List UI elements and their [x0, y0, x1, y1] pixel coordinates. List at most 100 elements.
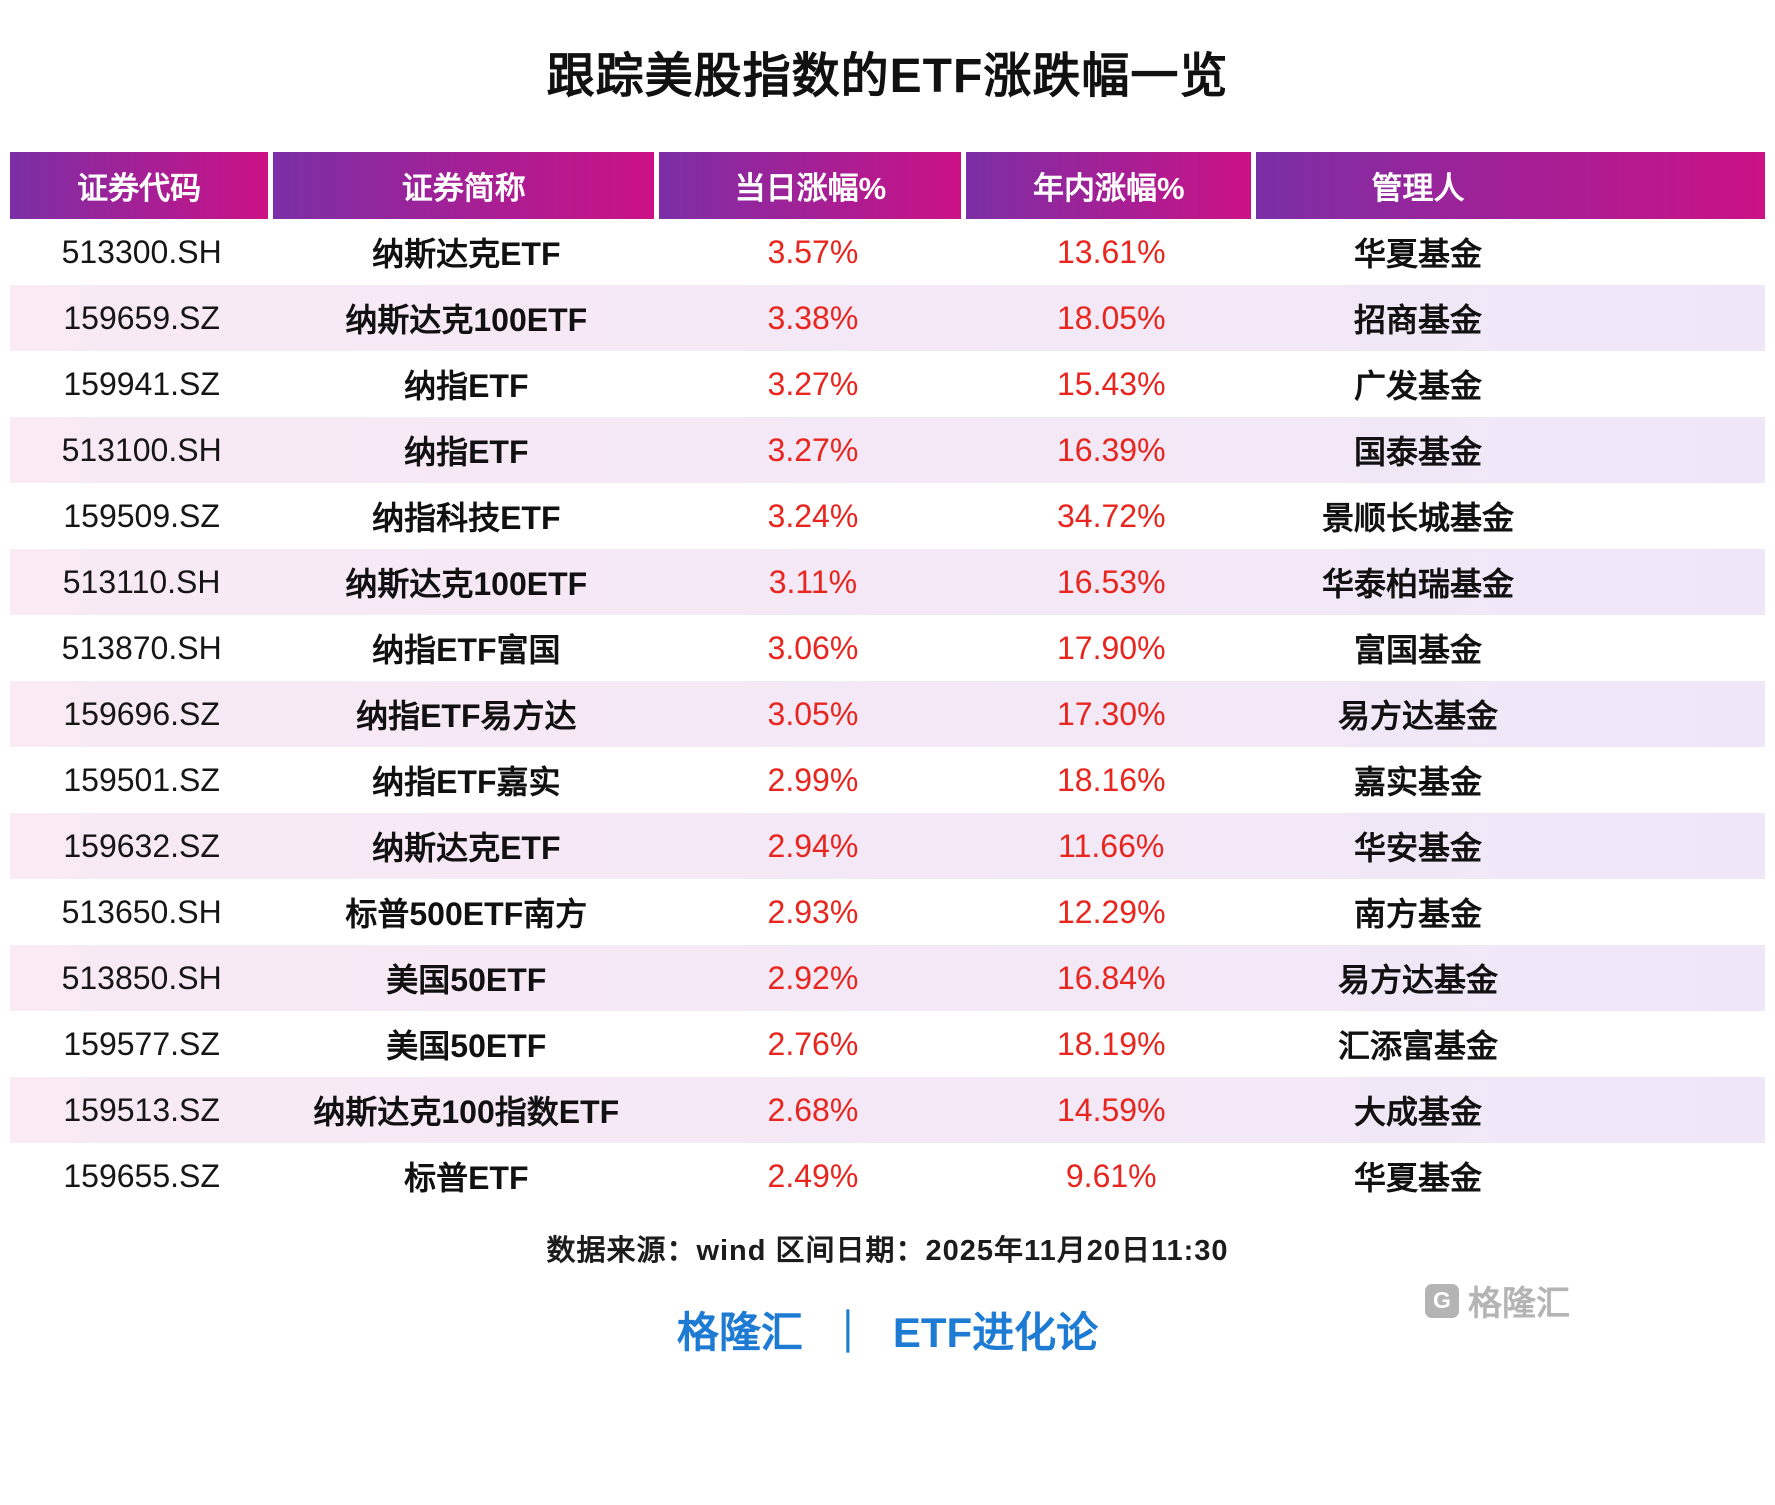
cell-manager: 易方达基金	[1337, 962, 1498, 998]
cell-manager: 华泰柏瑞基金	[1321, 566, 1514, 602]
cell-name: 纳指ETF嘉实	[372, 764, 561, 800]
cell-code: 513850.SH	[61, 959, 222, 996]
watermark: G 格隆汇	[1425, 1276, 1570, 1325]
table-row: 513870.SH 纳指ETF富国 3.06% 17.90% 富国基金	[10, 615, 1765, 681]
brand-name: 格隆汇	[676, 1309, 803, 1356]
cell-daily: 3.27%	[767, 431, 859, 468]
cell-ytd: 16.84%	[1056, 959, 1166, 996]
cell-daily: 2.93%	[767, 893, 859, 930]
etf-table: 证券代码 证券简称 当日涨幅% 年内涨幅% 管理人 513300.SH 纳斯达克E…	[10, 152, 1765, 1209]
watermark-logo-icon: G	[1425, 1283, 1459, 1318]
cell-daily: 2.94%	[767, 827, 859, 864]
watermark-text: 格隆汇	[1468, 1285, 1570, 1323]
cell-code: 513870.SH	[61, 629, 222, 666]
cell-ytd: 12.29%	[1056, 893, 1166, 930]
cell-name: 美国50ETF	[386, 1028, 547, 1064]
cell-ytd: 18.19%	[1056, 1025, 1166, 1062]
table-row: 159632.SZ 纳斯达克ETF 2.94% 11.66% 华安基金	[10, 813, 1765, 879]
cell-ytd: 16.39%	[1056, 431, 1166, 468]
cell-daily: 3.27%	[767, 365, 859, 402]
data-source-note: 数据来源：wind 区间日期：2025年11月20日11:30	[546, 1235, 1229, 1267]
cell-manager: 汇添富基金	[1337, 1028, 1498, 1064]
header-cell-name: 证券简称	[273, 152, 660, 219]
cell-daily: 2.68%	[767, 1091, 859, 1128]
cell-manager: 易方达基金	[1337, 698, 1498, 734]
brand-footer: 格隆汇 ｜ ETF进化论	[0, 1299, 1775, 1360]
table-row: 159577.SZ 美国50ETF 2.76% 18.19% 汇添富基金	[10, 1011, 1765, 1077]
table-row: 513850.SH 美国50ETF 2.92% 16.84% 易方达基金	[10, 945, 1765, 1011]
cell-manager: 华夏基金	[1353, 236, 1482, 272]
cell-ytd: 18.16%	[1056, 761, 1166, 798]
cell-daily: 3.24%	[767, 497, 859, 534]
cell-ytd: 11.66%	[1058, 827, 1165, 864]
cell-code: 159632.SZ	[63, 827, 220, 864]
page-title: 跟踪美股指数的ETF涨跌幅一览	[546, 50, 1229, 103]
cell-name: 纳指ETF富国	[372, 632, 561, 668]
cell-name: 纳指ETF易方达	[356, 698, 577, 734]
cell-ytd: 16.53%	[1056, 563, 1166, 600]
cell-ytd: 18.05%	[1056, 299, 1166, 336]
table-row: 159659.SZ 纳斯达克100ETF 3.38% 18.05% 招商基金	[10, 285, 1765, 351]
table-row: 513110.SH 纳斯达克100ETF 3.11% 16.53% 华泰柏瑞基金	[10, 549, 1765, 615]
cell-daily: 3.38%	[767, 299, 859, 336]
cell-manager: 嘉实基金	[1353, 764, 1482, 800]
table-row: 159696.SZ 纳指ETF易方达 3.05% 17.30% 易方达基金	[10, 681, 1765, 747]
cell-code: 159501.SZ	[63, 761, 220, 798]
cell-code: 159941.SZ	[63, 365, 220, 402]
cell-manager: 南方基金	[1353, 896, 1482, 932]
cell-name: 纳斯达克100ETF	[345, 302, 588, 338]
cell-ytd: 9.61%	[1065, 1157, 1157, 1194]
cell-manager: 富国基金	[1353, 632, 1482, 668]
brand-separator: ｜	[826, 1309, 869, 1356]
header-cell-ytd: 年内涨幅%	[966, 152, 1257, 219]
table-row: 159513.SZ 纳斯达克100指数ETF 2.68% 14.59% 大成基金	[10, 1077, 1765, 1143]
cell-ytd: 17.30%	[1056, 695, 1166, 732]
header-cell-code: 证券代码	[10, 152, 274, 219]
cell-ytd: 13.61%	[1056, 233, 1166, 270]
cell-manager: 大成基金	[1353, 1094, 1482, 1130]
publication-name: ETF进化论	[892, 1309, 1099, 1356]
cell-manager: 广发基金	[1353, 368, 1482, 404]
cell-ytd: 15.43%	[1056, 365, 1166, 402]
cell-code: 159577.SZ	[63, 1025, 220, 1062]
table-row: 513100.SH 纳指ETF 3.27% 16.39% 国泰基金	[10, 417, 1765, 483]
cell-name: 纳指ETF	[404, 434, 529, 470]
table-row: 159509.SZ 纳指科技ETF 3.24% 34.72% 景顺长城基金	[10, 483, 1765, 549]
cell-manager: 华安基金	[1353, 830, 1482, 866]
cell-daily: 3.05%	[767, 695, 859, 732]
cell-name: 纳指科技ETF	[372, 500, 561, 536]
cell-name: 标普ETF	[404, 1160, 529, 1196]
cell-manager: 国泰基金	[1353, 434, 1482, 470]
cell-code: 159655.SZ	[63, 1157, 220, 1194]
cell-ytd: 34.72%	[1056, 497, 1166, 534]
cell-code: 159659.SZ	[63, 299, 220, 336]
cell-daily: 3.06%	[767, 629, 859, 666]
table-row: 159501.SZ 纳指ETF嘉实 2.99% 18.16% 嘉实基金	[10, 747, 1765, 813]
cell-ytd: 14.59%	[1056, 1091, 1166, 1128]
cell-manager: 招商基金	[1353, 302, 1482, 338]
cell-code: 159513.SZ	[63, 1091, 220, 1128]
cell-daily: 2.49%	[767, 1157, 859, 1194]
table-row: 159655.SZ 标普ETF 2.49% 9.61% 华夏基金	[10, 1143, 1765, 1209]
cell-code: 159696.SZ	[63, 695, 220, 732]
cell-daily: 2.99%	[767, 761, 859, 798]
header-cell-daily: 当日涨幅%	[659, 152, 967, 219]
cell-name: 标普500ETF南方	[345, 896, 588, 932]
cell-daily: 2.76%	[767, 1025, 859, 1062]
cell-name: 美国50ETF	[386, 962, 547, 998]
cell-daily: 2.92%	[767, 959, 859, 996]
table-header-row: 证券代码 证券简称 当日涨幅% 年内涨幅% 管理人	[10, 152, 1765, 219]
header-cell-manager: 管理人	[1256, 152, 1765, 219]
cell-name: 纳斯达克100指数ETF	[313, 1094, 620, 1130]
table-row: 513650.SH 标普500ETF南方 2.93% 12.29% 南方基金	[10, 879, 1765, 945]
cell-daily: 3.57%	[767, 233, 859, 270]
cell-name: 纳斯达克ETF	[372, 236, 561, 272]
table-row: 159941.SZ 纳指ETF 3.27% 15.43% 广发基金	[10, 351, 1765, 417]
cell-code: 513110.SH	[62, 563, 221, 600]
cell-name: 纳斯达克100ETF	[345, 566, 588, 602]
cell-code: 513100.SH	[61, 431, 222, 468]
cell-code: 513300.SH	[61, 233, 222, 270]
cell-daily: 3.11%	[768, 563, 858, 600]
cell-code: 159509.SZ	[63, 497, 220, 534]
